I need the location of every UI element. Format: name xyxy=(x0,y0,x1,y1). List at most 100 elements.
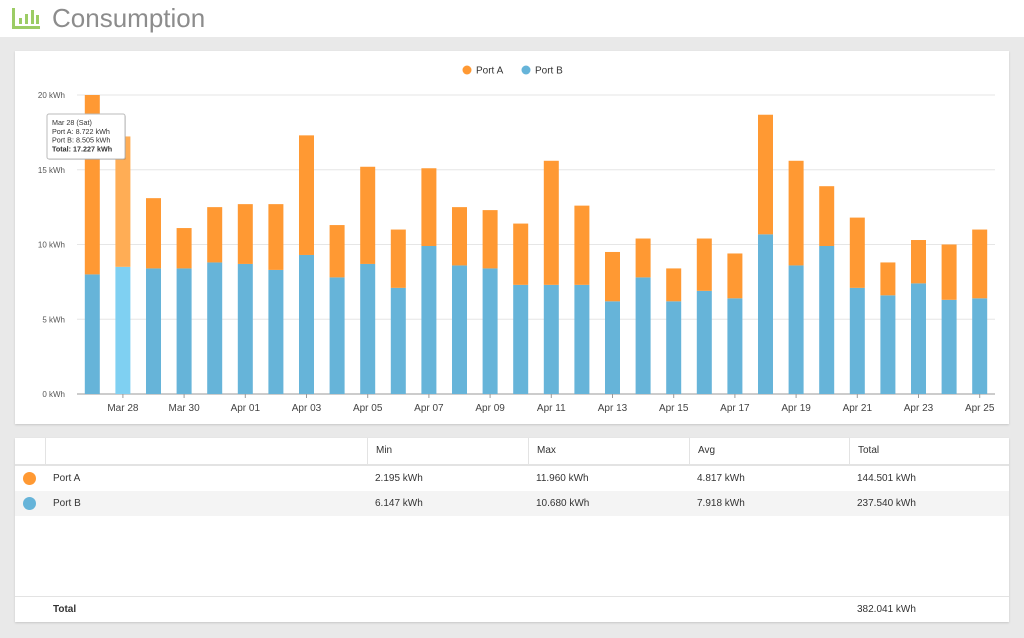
x-tick-label: Apr 01 xyxy=(231,403,261,414)
y-tick-label: 0 kWh xyxy=(42,390,65,399)
bar-port-b[interactable] xyxy=(237,263,253,394)
x-tick-label: Apr 03 xyxy=(292,403,322,414)
column-header-avg[interactable]: Avg xyxy=(689,438,849,464)
x-tick-label: Apr 21 xyxy=(843,403,873,414)
tooltip-line: Total: 17.227 kWh xyxy=(52,144,112,153)
bar-port-b[interactable] xyxy=(482,268,498,394)
bar-port-b[interactable] xyxy=(911,283,926,394)
y-tick-label: 5 kWh xyxy=(42,315,65,324)
bar-port-b[interactable] xyxy=(360,263,376,394)
x-tick-label: Apr 09 xyxy=(475,403,505,414)
bar-port-a[interactable] xyxy=(513,223,529,285)
bar-port-b[interactable] xyxy=(299,254,314,394)
bar-port-a[interactable] xyxy=(115,136,131,267)
table-total-row: Total 382.041 kWh xyxy=(15,596,1009,623)
bar-port-b[interactable] xyxy=(849,287,865,394)
bar-port-b[interactable] xyxy=(268,269,284,394)
x-tick-label: Apr 19 xyxy=(781,403,811,414)
bar-port-a[interactable] xyxy=(237,204,253,264)
row-max: 10.680 kWh xyxy=(536,498,590,509)
bar-port-a[interactable] xyxy=(941,244,957,300)
row-name: Port A xyxy=(53,473,81,484)
bar-port-a[interactable] xyxy=(880,262,896,296)
bar-port-a[interactable] xyxy=(146,198,161,269)
bar-port-b[interactable] xyxy=(819,245,835,394)
bar-port-b[interactable] xyxy=(146,268,161,394)
page-title: Consumption xyxy=(52,3,206,33)
row-name: Port B xyxy=(53,498,81,509)
bar-port-a[interactable] xyxy=(758,114,773,235)
bar-port-b[interactable] xyxy=(390,287,406,394)
bar-port-a[interactable] xyxy=(329,225,345,278)
bar-port-b[interactable] xyxy=(574,284,590,394)
row-min: 2.195 kWh xyxy=(375,473,423,484)
bar-port-b[interactable] xyxy=(84,274,100,394)
bar-port-a[interactable] xyxy=(452,207,467,266)
page-header: Consumption xyxy=(0,0,1024,37)
bar-port-a[interactable] xyxy=(727,253,743,299)
bar-port-a[interactable] xyxy=(176,228,192,269)
x-tick-label: Apr 05 xyxy=(353,403,383,414)
bar-port-b[interactable] xyxy=(788,265,804,394)
bar-chart-icon xyxy=(12,8,40,29)
legend-label-port-a[interactable]: Port A xyxy=(476,66,504,77)
bar-port-a[interactable] xyxy=(421,168,437,246)
bar-port-a[interactable] xyxy=(605,251,620,302)
legend-marker-port-a[interactable] xyxy=(462,65,472,75)
bar-port-a[interactable] xyxy=(574,205,590,285)
column-header-name xyxy=(45,438,367,464)
bar-port-b[interactable] xyxy=(727,298,743,394)
bar-port-b[interactable] xyxy=(635,277,651,394)
bar-port-a[interactable] xyxy=(390,229,406,288)
consumption-chart-panel: 0 kWh 5 kWh 10 kWh 15 kWh 20 kWh Mar 28 Mar 30… xyxy=(15,51,1009,424)
bar-port-b[interactable] xyxy=(421,245,437,394)
tooltip-line: Port B: 8.505 kWh xyxy=(52,136,110,145)
bar-port-a[interactable] xyxy=(299,135,314,255)
legend-label-port-b[interactable]: Port B xyxy=(535,66,563,77)
row-avg: 4.817 kWh xyxy=(697,473,745,484)
bar-port-a[interactable] xyxy=(268,204,284,270)
bar-port-b[interactable] xyxy=(513,284,529,394)
x-tick-label: Apr 17 xyxy=(720,403,750,414)
bar-port-b[interactable] xyxy=(666,301,682,394)
tooltip-line: Mar 28 (Sat) xyxy=(52,118,92,127)
bar-port-b[interactable] xyxy=(941,299,957,394)
bar-port-b[interactable] xyxy=(452,265,467,394)
bar-port-a[interactable] xyxy=(849,217,865,288)
x-tick-label: Mar 28 xyxy=(107,403,139,414)
bar-port-a[interactable] xyxy=(911,240,926,284)
bar-port-b[interactable] xyxy=(329,277,345,394)
bar-port-b[interactable] xyxy=(207,262,223,394)
bar-port-a[interactable] xyxy=(207,207,223,263)
bar-port-a[interactable] xyxy=(819,186,835,246)
column-header-max[interactable]: Max xyxy=(528,438,689,464)
table-row[interactable]: Port A 2.195 kWh 11.960 kWh 4.817 kWh 14… xyxy=(15,466,1009,491)
bar-port-b[interactable] xyxy=(972,298,988,394)
bar-port-a[interactable] xyxy=(360,166,376,264)
bar-port-b[interactable] xyxy=(605,301,620,394)
bar-port-a[interactable] xyxy=(696,238,712,291)
bar-port-b[interactable] xyxy=(696,290,712,394)
bar-port-b[interactable] xyxy=(176,268,192,394)
bar-port-a[interactable] xyxy=(482,210,498,269)
column-header-total[interactable]: Total xyxy=(849,438,1009,464)
bar-port-b[interactable] xyxy=(543,284,559,394)
bar-port-b[interactable] xyxy=(880,295,896,394)
bar-port-a[interactable] xyxy=(543,160,559,285)
bar-port-b[interactable] xyxy=(115,266,131,394)
column-header-min[interactable]: Min xyxy=(367,438,528,464)
row-total: 144.501 kWh xyxy=(857,473,916,484)
y-tick-label: 20 kWh xyxy=(38,91,65,100)
tooltip xyxy=(46,113,126,160)
x-tick-label: Apr 25 xyxy=(965,403,995,414)
consumption-chart: 0 kWh 5 kWh 10 kWh 15 kWh 20 kWh Mar 28 Mar 30… xyxy=(38,65,995,414)
bar-port-a[interactable] xyxy=(635,238,651,278)
table-row[interactable]: Port B 6.147 kWh 10.680 kWh 7.918 kWh 23… xyxy=(15,491,1009,516)
bar-port-b[interactable] xyxy=(758,234,773,394)
row-max: 11.960 kWh xyxy=(536,473,589,484)
bar-port-a[interactable] xyxy=(666,268,682,302)
table-header: Min Max Avg Total xyxy=(15,438,1009,466)
legend-marker-port-b[interactable] xyxy=(521,65,531,75)
bar-port-a[interactable] xyxy=(788,160,804,266)
bar-port-a[interactable] xyxy=(972,229,988,299)
